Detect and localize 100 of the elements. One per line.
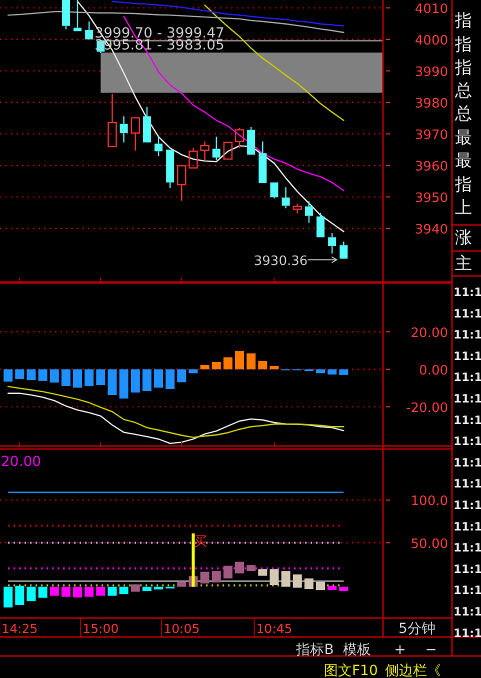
text: + [394,642,406,658]
text: 11:1 [454,328,481,342]
bar [142,586,152,592]
y-tick-label: 3990 [414,64,448,80]
bar [84,586,94,597]
bar [212,571,221,582]
y-tick-label: 50.00 [410,536,448,552]
y-tick-label: 3940 [414,222,448,238]
text: 11:1 [454,626,481,640]
bar [235,350,244,370]
text: 指 [454,58,472,78]
bar [26,586,36,602]
x-tick-label: 10:45 [256,621,292,636]
bar [200,364,210,370]
text: 11:1 [454,562,481,576]
annotation: 买 [194,534,208,550]
y-tick-label: 3950 [414,190,448,206]
bar [281,571,290,587]
bar [270,569,279,586]
bar [38,586,48,598]
y-tick-label: 4000 [414,33,448,48]
text: 5分钟 [398,621,436,637]
y-tick-label: 0.00 [419,363,448,378]
line-series [7,386,344,438]
bar [339,586,348,592]
bar [246,353,256,370]
bar [84,369,94,386]
text: 11:1 [454,476,481,491]
text: 总 [454,104,472,124]
x-tick-label: 15:00 [82,621,119,636]
bar [96,586,106,596]
text: 11:1 [454,370,481,384]
text: 11:1 [454,540,481,555]
bar [258,569,268,576]
bar [200,572,210,584]
bar [304,578,314,590]
text: 11:1 [454,583,481,598]
bar [130,369,140,393]
text: 最 [455,128,472,148]
bar [223,357,232,370]
bar [212,362,221,370]
annotation: 3930.36 [254,254,308,269]
y-tick-label: -20.00 [406,400,448,416]
bar [154,369,164,388]
text: 指 [454,11,472,31]
text: 11:1 [454,285,481,299]
bar [246,565,256,572]
bar [177,369,186,382]
bar [166,369,175,389]
bar [73,586,82,598]
bar [119,369,128,399]
bar [96,369,106,386]
bar [73,369,82,388]
text: 11:1 [454,306,481,320]
bar [292,574,302,588]
bar [15,586,24,606]
bar [4,369,13,382]
bar [15,369,24,380]
text: 最 [455,151,472,171]
text: 11:1 [454,392,481,406]
bar [258,361,268,370]
line-series [7,392,344,444]
text: 11:1 [454,412,481,427]
bar [130,584,140,592]
text: 指 [454,35,472,55]
text: 11:1 [454,348,481,363]
text: 11:1 [454,498,481,512]
line-series [112,0,344,26]
y-tick-label: 3980 [414,96,448,112]
bar [61,369,70,386]
text: 11:1 [454,604,481,618]
text: − [425,642,437,658]
text: 主 [455,254,472,274]
bar [270,366,279,370]
bar [50,369,59,383]
bar [235,562,244,574]
bar [328,586,337,590]
text: 侧边栏《 [385,663,441,678]
text: 模板 [343,642,371,658]
text: 上 [455,198,472,218]
bar [108,369,117,395]
text: 指标B [295,642,334,658]
bar [4,586,13,608]
bar [223,566,232,578]
y-tick-label: 100.0 [410,494,448,510]
bar [154,586,164,590]
y-tick-label: 4010 [414,2,448,17]
bar [61,586,70,597]
annotation: 20.00 [1,454,42,470]
x-tick-label: 14:25 [2,621,38,636]
bar [119,586,128,594]
text: 涨 [455,228,472,248]
bar [339,369,348,375]
text: 总 [454,81,472,101]
bar [142,369,152,392]
bar [192,533,195,587]
text: 图文F10 [324,663,378,678]
bar [316,582,326,590]
y-tick-label: 20.00 [410,326,448,341]
bar [108,586,117,596]
